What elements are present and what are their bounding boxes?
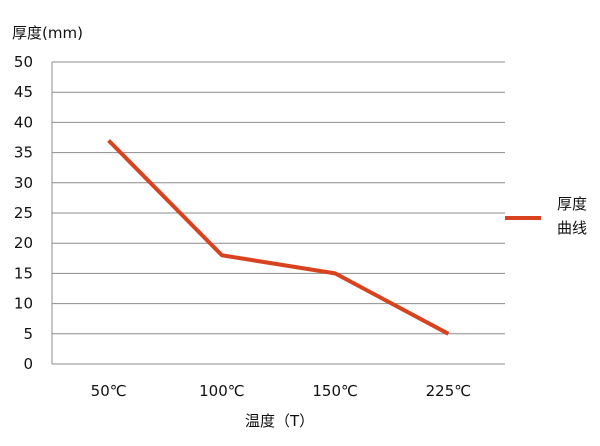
y-tick-label: 30 <box>14 174 33 192</box>
legend-label: 厚度 曲线 <box>557 192 597 240</box>
y-tick-label: 0 <box>23 355 33 373</box>
y-tick-label: 5 <box>23 325 33 343</box>
series-lines <box>107 139 450 336</box>
y-tick-label: 20 <box>14 234 33 252</box>
x-tick-label: 225℃ <box>426 382 471 400</box>
y-tick-label: 35 <box>14 144 33 162</box>
legend: 厚度 曲线 <box>505 190 600 246</box>
y-tick-label: 45 <box>14 83 33 101</box>
y-tick-label: 40 <box>14 113 33 131</box>
x-tick-label: 150℃ <box>312 382 357 400</box>
y-tick-label: 50 <box>14 53 33 71</box>
y-tick-labels: 0 5 10 15 20 25 30 35 40 45 50 <box>14 53 33 373</box>
x-tick-label: 50℃ <box>91 382 127 400</box>
x-tick-labels: 50℃ 100℃ 150℃ 225℃ <box>91 382 471 400</box>
legend-label-line-2: 曲线 <box>557 219 588 237</box>
grid-lines <box>51 61 505 365</box>
legend-swatch <box>505 216 541 220</box>
legend-label-line-1: 厚度 <box>557 195 588 213</box>
y-axis-title: 厚度(mm) <box>12 24 83 42</box>
y-tick-label: 25 <box>14 204 33 222</box>
x-axis-title: 温度（T） <box>245 412 315 430</box>
y-tick-label: 15 <box>14 264 33 282</box>
series-line <box>107 139 450 336</box>
x-tick-label: 100℃ <box>199 382 244 400</box>
y-tick-label: 10 <box>14 295 33 313</box>
